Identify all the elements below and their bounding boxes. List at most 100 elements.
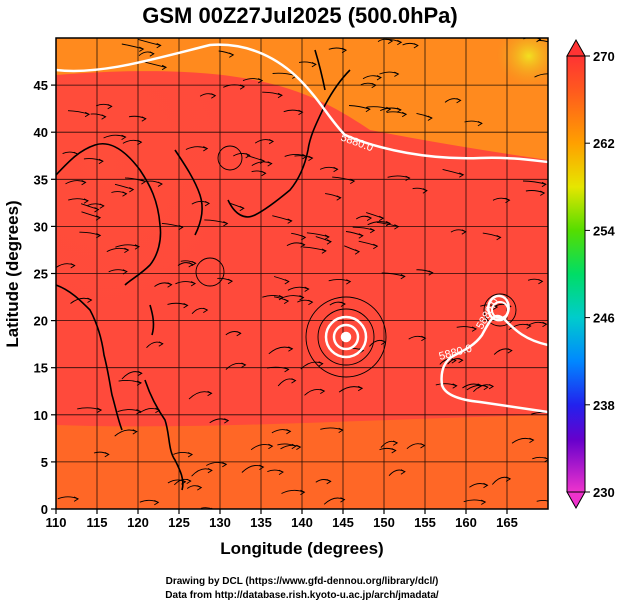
streamline-arrow <box>191 260 197 267</box>
streamline-arrow <box>158 341 164 347</box>
streamline-arrow <box>283 298 290 304</box>
colorbar-tick-label: 238 <box>593 398 615 413</box>
streamline-arrow <box>400 273 406 280</box>
streamline-arrow <box>288 346 294 352</box>
y-tick-label: 35 <box>34 172 48 187</box>
streamline-arrow <box>346 279 352 285</box>
streamline-arrow <box>505 197 511 204</box>
streamline-arrow <box>378 215 385 222</box>
streamline-arrow <box>338 427 344 433</box>
streamline-arrow <box>83 198 89 204</box>
streamline-arrow <box>413 43 419 49</box>
streamline-arrow <box>291 443 297 450</box>
streamline-arrow <box>458 357 464 364</box>
streamline-arrow <box>107 103 113 110</box>
streamline-arrow <box>241 362 247 368</box>
streamline <box>536 500 548 502</box>
streamline-arrow <box>373 243 379 250</box>
streamline-arrow <box>427 115 433 121</box>
vortex-145E-20N <box>324 315 368 359</box>
streamline-arrow <box>358 233 364 239</box>
colorbar-tick-label: 254 <box>593 223 615 238</box>
y-axis-label: Latitude (degrees) <box>3 200 22 347</box>
streamline-arrow <box>124 247 130 253</box>
streamline-arrow <box>321 248 327 254</box>
streamline-arrow <box>301 234 307 241</box>
x-tick-label: 110 <box>46 515 67 530</box>
streamline-arrow <box>340 497 346 503</box>
streamline-arrow <box>452 383 458 389</box>
streamline-arrow <box>181 479 187 485</box>
streamline-arrow <box>204 200 211 207</box>
streamline-arrow <box>507 348 513 354</box>
streamline-arrow <box>456 97 462 104</box>
x-tick-label: 160 <box>455 515 477 530</box>
streamline-arrow <box>96 232 102 239</box>
streamline-arrow <box>320 388 326 394</box>
streamline-arrow <box>302 153 308 160</box>
streamline-arrow <box>87 297 93 303</box>
streamline-swirl <box>483 293 517 327</box>
streamline-arrow <box>223 221 229 227</box>
y-tick-label: 15 <box>34 361 48 376</box>
streamline-arrow <box>529 437 535 443</box>
streamline-arrow <box>99 203 105 209</box>
streamline-arrow <box>371 82 377 89</box>
streamline-arrow <box>300 242 306 248</box>
streamline-arrow <box>203 146 209 152</box>
streamline-arrow <box>129 187 135 193</box>
streamline-swirl <box>195 257 225 287</box>
streamline-arrow <box>326 478 332 485</box>
coastline-japan <box>227 69 351 218</box>
x-tick-label: 115 <box>87 515 108 530</box>
streamline-swirl <box>305 296 387 378</box>
streamline-arrow <box>481 499 487 505</box>
streamline-arrow <box>155 407 161 414</box>
streamline-arrow <box>350 178 356 184</box>
y-tick-label: 10 <box>34 408 48 423</box>
streamline-arrow <box>308 155 314 161</box>
streamline-arrow <box>461 229 467 235</box>
streamline-arrow <box>385 220 392 227</box>
streamline-arrow <box>549 42 553 47</box>
streamline-arrow <box>132 429 138 435</box>
y-tick-label: 30 <box>34 219 48 234</box>
streamline-arrow <box>549 501 553 506</box>
streamline-arrow <box>137 370 143 377</box>
streamline-arrow <box>428 270 434 276</box>
streamline-arrow <box>278 469 284 475</box>
streamline-arrow <box>188 262 194 268</box>
streamline-arrow <box>186 478 192 484</box>
y-tick-label: 0 <box>41 502 48 517</box>
colorbar-tick-label: 262 <box>593 136 615 151</box>
streamline-arrow <box>333 166 339 173</box>
streamline-arrow <box>73 151 79 158</box>
streamline-arrow <box>268 443 274 450</box>
streamline-arrow <box>187 452 194 458</box>
streamline-arrow <box>95 215 102 221</box>
streamline-swirl <box>217 145 243 171</box>
streamline-arrow <box>154 499 160 506</box>
streamline-arrow <box>236 330 242 337</box>
streamline-arrow <box>299 295 305 301</box>
coastline-taiwan <box>149 304 155 336</box>
streamline <box>200 507 214 509</box>
credit-line-2: Data from http://database.rish.kyoto-u.a… <box>165 590 439 601</box>
streamline-arrow <box>222 461 228 468</box>
streamline-arrow <box>318 361 324 367</box>
colorbar-gradient <box>566 55 586 493</box>
streamline-arrow <box>207 467 213 474</box>
streamline-arrow <box>190 281 197 287</box>
streamline-arrow <box>405 175 411 181</box>
streamline-arrow <box>141 116 147 122</box>
y-tick-label: 40 <box>34 125 48 140</box>
streamline-arrow <box>257 78 264 84</box>
streamline-arrow <box>84 111 91 118</box>
contour-lines <box>56 43 548 414</box>
x-tick-label: 135 <box>250 515 272 530</box>
contour-5880-north <box>56 43 548 164</box>
streamline-arrow <box>551 412 555 417</box>
streamline-arrow <box>203 307 209 313</box>
streamline-arrow <box>156 42 162 49</box>
